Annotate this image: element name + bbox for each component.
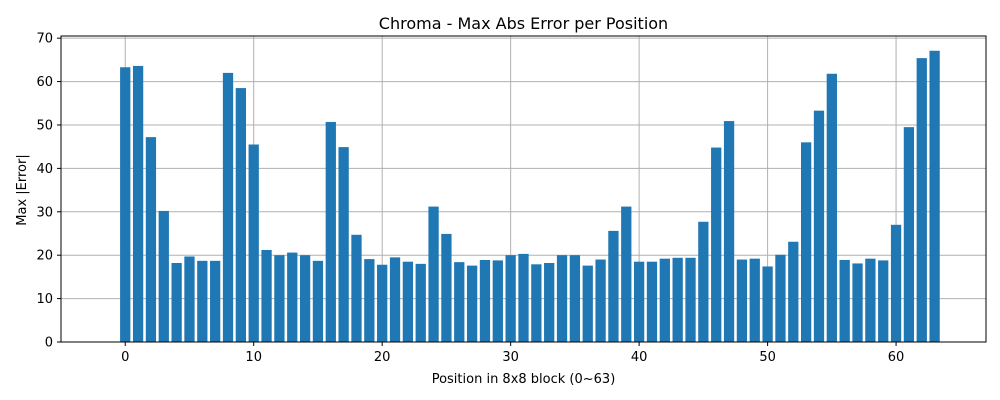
- bar: [916, 58, 927, 342]
- bar: [813, 110, 825, 342]
- bar: [621, 206, 632, 342]
- y-tick-label: 60: [36, 75, 53, 90]
- x-tick-label: 30: [502, 350, 519, 365]
- bar: [415, 263, 426, 342]
- bar: [672, 257, 683, 342]
- chart-title: Chroma - Max Abs Error per Position: [379, 14, 668, 33]
- bar: [492, 260, 503, 342]
- bar: [762, 266, 773, 342]
- x-tick-label: 0: [121, 350, 129, 365]
- y-tick-label: 20: [36, 249, 53, 264]
- bar: [351, 234, 362, 342]
- bar: [659, 258, 670, 342]
- bar: [171, 263, 182, 342]
- y-axis-label: Max |Error|: [15, 154, 30, 225]
- x-tick-label: 40: [631, 350, 648, 365]
- bar: [454, 262, 465, 342]
- bar: [865, 258, 876, 342]
- bar: [402, 261, 414, 342]
- bar: [325, 121, 336, 342]
- bar: [441, 233, 452, 342]
- bar: [531, 264, 542, 342]
- bar: [479, 259, 491, 342]
- x-tick-label: 20: [374, 350, 391, 365]
- bar: [685, 257, 696, 342]
- bar: [299, 255, 311, 342]
- bar: [287, 252, 298, 342]
- y-tick-label: 30: [36, 205, 53, 220]
- bar: [839, 259, 850, 342]
- y-tick-label: 50: [36, 118, 53, 133]
- y-tick-label: 40: [36, 162, 53, 177]
- bar: [788, 241, 799, 342]
- bar: [556, 255, 568, 342]
- bar: [890, 224, 902, 342]
- y-tick-label: 70: [36, 32, 53, 47]
- bar: [518, 253, 529, 342]
- bars: [120, 50, 940, 343]
- y-tick-label: 10: [36, 292, 53, 307]
- bar: [775, 254, 786, 342]
- bar: [312, 260, 324, 342]
- bar: [210, 260, 221, 342]
- bar: [145, 137, 157, 342]
- bar: [338, 147, 349, 342]
- bar: [120, 67, 131, 342]
- x-tick-label: 10: [245, 350, 262, 365]
- bar: [222, 72, 234, 342]
- bar: [736, 259, 748, 342]
- bar: [197, 260, 208, 342]
- bar: [158, 210, 169, 342]
- bar: [389, 257, 401, 342]
- bar: [878, 260, 889, 342]
- bar: [826, 73, 837, 342]
- bar: [132, 65, 144, 342]
- bar: [466, 265, 478, 342]
- bar: [274, 255, 285, 342]
- bar: [903, 127, 915, 343]
- bar: [595, 259, 606, 342]
- bar: [364, 259, 375, 342]
- bar: [608, 230, 619, 342]
- bar: [377, 264, 388, 342]
- y-tick-label: 0: [45, 336, 53, 351]
- bar: [569, 255, 581, 342]
- bar: [248, 144, 259, 342]
- bar: [184, 256, 195, 342]
- x-axis-label: Position in 8x8 block (0~63): [432, 372, 616, 387]
- bar: [633, 261, 645, 342]
- bar: [235, 88, 246, 342]
- bar: [505, 255, 516, 342]
- x-tick-label: 60: [888, 350, 905, 365]
- bar: [723, 121, 735, 342]
- axes: 0 10 20 30 40 50 60 0 10 20 30 40 50 60 70: [36, 32, 987, 365]
- bar: [801, 142, 812, 342]
- bar: [544, 263, 555, 342]
- bar: [711, 147, 722, 342]
- bar: [261, 249, 272, 342]
- bar: [852, 263, 863, 342]
- bar: [929, 50, 940, 342]
- x-tick-label: 50: [759, 350, 776, 365]
- bar: [749, 258, 760, 342]
- bar: [582, 265, 593, 342]
- bar: [698, 221, 709, 342]
- bar: [646, 261, 658, 342]
- plot-frame: [60, 35, 987, 343]
- bar: [428, 206, 439, 342]
